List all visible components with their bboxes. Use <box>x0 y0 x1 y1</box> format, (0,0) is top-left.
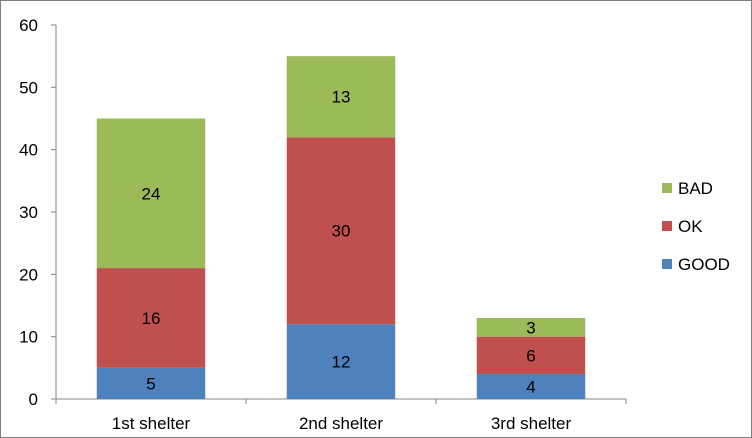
legend-swatch <box>662 259 672 269</box>
x-axis: 1st shelter 2nd shelter 3rd shelter <box>55 398 627 433</box>
data-label: 30 <box>332 222 351 241</box>
legend-label: OK <box>678 217 703 236</box>
bar-segment-good <box>96 367 206 399</box>
x-tick-label: 1st shelter <box>112 414 191 433</box>
legend-swatch <box>662 221 672 231</box>
legend-label: BAD <box>678 179 713 198</box>
bar-segment-bad <box>286 56 396 138</box>
legend-label: GOOD <box>678 255 730 274</box>
data-label: 6 <box>526 346 535 365</box>
legend-swatch <box>662 183 672 193</box>
y-tick-label: 20 <box>19 265 38 284</box>
y-tick-label: 10 <box>19 328 38 347</box>
y-tick-label: 0 <box>29 390 38 409</box>
data-label: 5 <box>146 374 155 393</box>
y-tick-label: 50 <box>19 78 38 97</box>
x-tick-label: 3rd shelter <box>491 414 572 433</box>
data-label: 13 <box>332 88 351 107</box>
bar-segment-bad <box>96 118 206 269</box>
bar-segment-ok <box>476 336 586 375</box>
data-label: 4 <box>526 378 535 397</box>
bar-segment-bad <box>476 317 586 337</box>
data-label: 16 <box>142 309 161 328</box>
y-tick-label: 30 <box>19 203 38 222</box>
x-tick-label: 2nd shelter <box>299 414 383 433</box>
y-tick-label: 60 <box>19 16 38 35</box>
legend: BAD OK GOOD <box>662 179 730 274</box>
data-label: 12 <box>332 353 351 372</box>
bar-segment-good <box>476 374 586 399</box>
bar-segment-ok <box>96 268 206 368</box>
bar-segment-ok <box>286 137 396 325</box>
y-tick-label: 40 <box>19 141 38 160</box>
y-axis: 0 10 20 30 40 50 60 <box>19 16 57 409</box>
data-label: 24 <box>142 184 161 203</box>
bars: 5 16 24 12 30 13 4 6 3 <box>96 56 586 399</box>
bar-segment-good <box>286 324 396 399</box>
data-label: 3 <box>526 318 535 337</box>
